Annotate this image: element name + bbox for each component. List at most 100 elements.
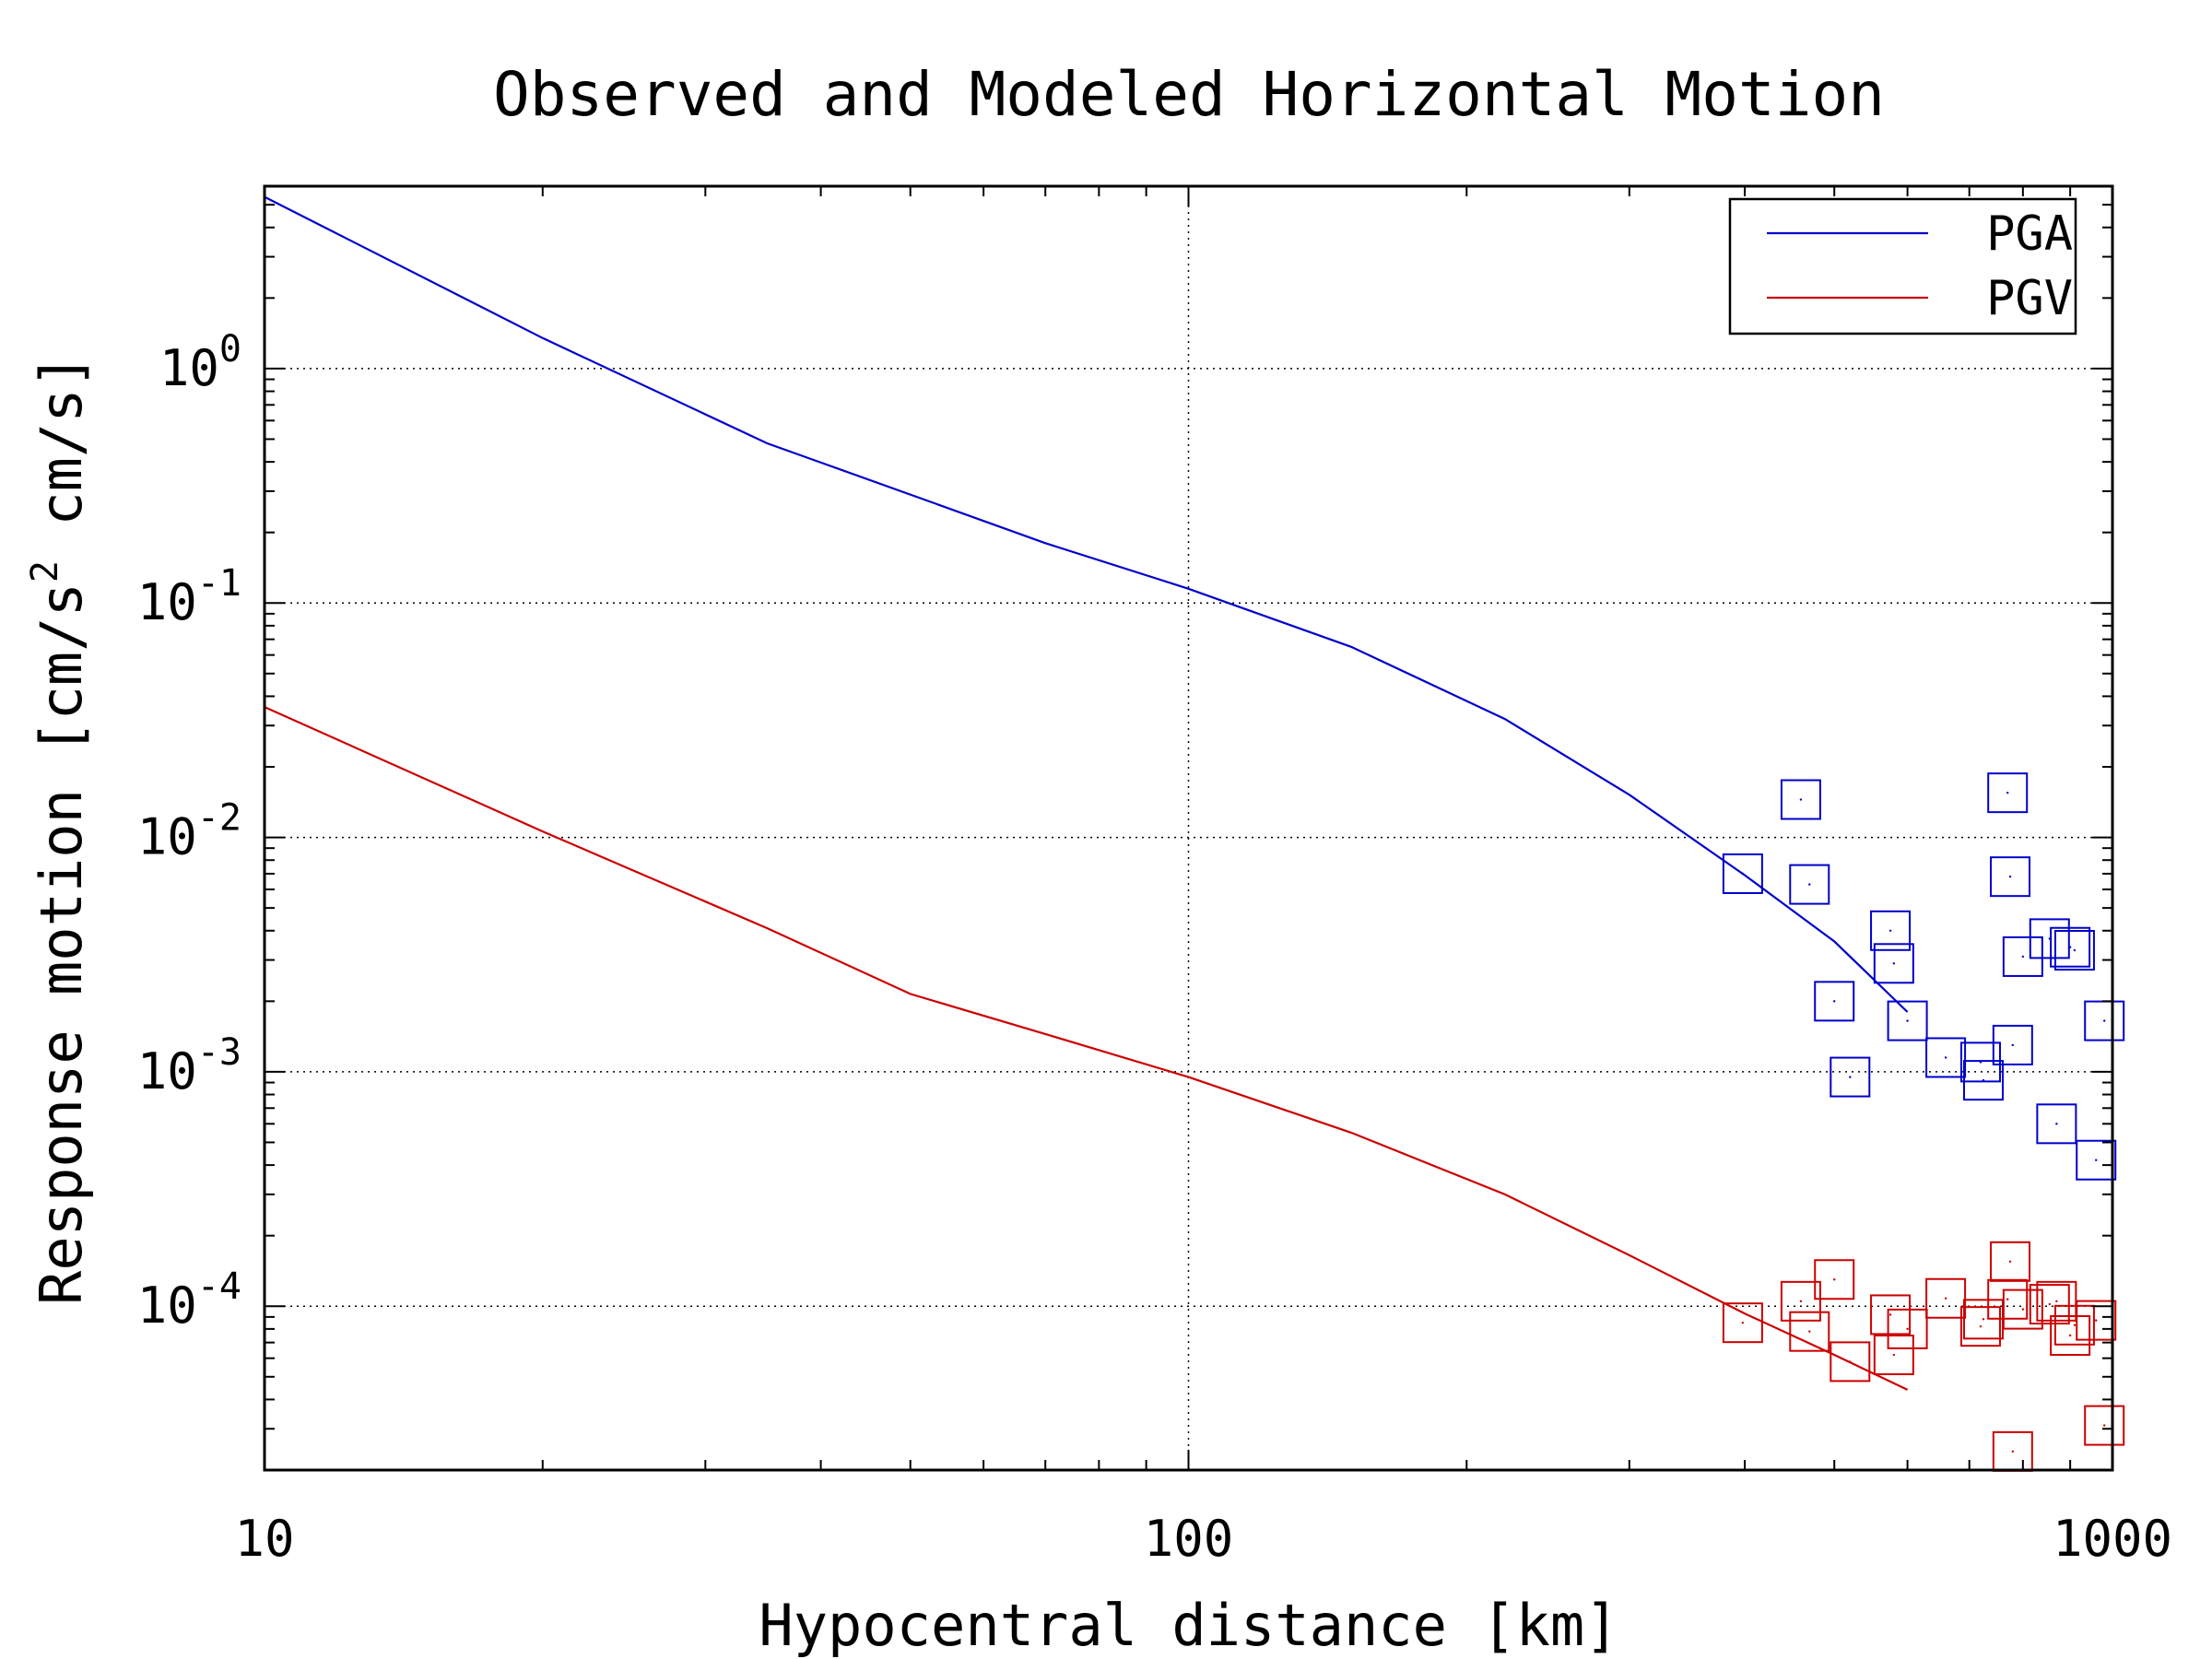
pgv-observed-marker xyxy=(1959,1306,2001,1347)
y-tick-label: 10-2 xyxy=(137,797,241,866)
pga-observed-point xyxy=(1888,929,1892,932)
x-tick-label: 1000 xyxy=(2053,1510,2172,1568)
pga-observed-point xyxy=(1982,1078,1985,1082)
pga-observed-marker xyxy=(1992,1024,2033,1065)
pga-observed-point xyxy=(2095,1159,2098,1161)
pgv-observed-marker xyxy=(1887,1308,1928,1349)
pga-observed-point xyxy=(2073,948,2077,952)
pga-observed-marker xyxy=(1780,779,1821,820)
pgv-observed-marker xyxy=(1990,1241,2031,1282)
y-tick-base: 10 xyxy=(137,808,197,866)
pgv-observed-marker xyxy=(2053,1304,2095,1346)
pgv-observed-marker xyxy=(1987,1278,2029,1320)
pgv-observed-marker xyxy=(2002,1288,2043,1330)
pgv-observed-point xyxy=(1799,1300,1803,1303)
pga-observed-point xyxy=(2006,791,2009,794)
pgv-observed-point xyxy=(1849,1360,1852,1363)
y-tick-base: 10 xyxy=(159,339,219,397)
pga-observed-point xyxy=(1741,872,1745,876)
y-tick-base: 10 xyxy=(137,1277,197,1335)
observed-markers xyxy=(1722,772,2125,1472)
pgv-observed-marker xyxy=(2076,1300,2117,1341)
pgv-observed-point xyxy=(2008,1260,2012,1264)
y-tick-label: 10-3 xyxy=(137,1031,241,1100)
pgv-observed-marker xyxy=(1873,1335,1914,1376)
y-tick-exponent: -1 xyxy=(197,562,241,605)
pgv-observed-marker xyxy=(1830,1341,1871,1382)
pga-observed-marker xyxy=(1873,943,1914,984)
x-tick-label: 10 xyxy=(234,1510,294,1568)
pga-observed-marker xyxy=(1870,910,1912,951)
pga-observed-marker xyxy=(1987,772,2029,814)
pga-observed-marker xyxy=(1962,1060,2004,1101)
pga-observed-marker xyxy=(1722,853,1763,894)
pgv-observed-marker xyxy=(1780,1280,1821,1322)
pga-observed-point xyxy=(1849,1076,1852,1078)
pga-observed-marker xyxy=(2002,935,2043,977)
x-tick-label: 100 xyxy=(1144,1510,1234,1568)
chart-title: Observed and Modeled Horizontal Motion xyxy=(493,59,1885,130)
pgv-observed-point xyxy=(1906,1327,1909,1331)
y-axis-label-main: Response motion [cm/s xyxy=(28,582,95,1305)
series-line-pga xyxy=(264,195,1909,1013)
y-tick-exponent: -4 xyxy=(197,1265,241,1308)
pga-observed-point xyxy=(2055,1123,2058,1125)
pgv-observed-point xyxy=(1808,1330,1811,1333)
x-axis-label: Hypocentral distance [km] xyxy=(759,1592,1618,1659)
pgv-observed-marker xyxy=(1789,1311,1830,1352)
y-axis-label-unit: cm/s] xyxy=(28,354,95,560)
pga-observed-marker xyxy=(1789,864,1830,905)
pga-observed-marker xyxy=(2036,1103,2077,1145)
pgv-observed-point xyxy=(1833,1278,1836,1281)
legend-label-pga: PGA xyxy=(1986,206,2073,262)
pga-observed-marker xyxy=(1990,856,2031,898)
pgv-observed-point xyxy=(2068,1334,2072,1337)
pgv-observed-point xyxy=(2055,1300,2058,1303)
y-axis-label-superscript: 2 xyxy=(24,560,66,582)
pga-observed-marker xyxy=(2053,930,2095,971)
pga-observed-point xyxy=(1799,798,1803,801)
y-tick-label: 10-4 xyxy=(137,1265,241,1335)
pgv-observed-point xyxy=(2006,1298,2009,1300)
pga-observed-point xyxy=(2021,955,2025,959)
pgv-observed-marker xyxy=(1814,1259,1855,1300)
grid-lines xyxy=(265,186,2112,1470)
pgv-observed-point xyxy=(2048,1302,2051,1306)
pga-observed-marker xyxy=(1830,1056,1871,1098)
pgv-observed-marker xyxy=(1925,1277,1967,1319)
pgv-observed-marker xyxy=(1722,1302,1763,1344)
legend-box xyxy=(1728,197,2077,335)
y-tick-base: 10 xyxy=(137,573,197,631)
pgv-observed-marker xyxy=(1870,1294,1912,1335)
pga-observed-point xyxy=(1833,1000,1836,1003)
pga-observed-point xyxy=(2103,1019,2106,1022)
y-axis-label: Response motion [cm/s2 cm/s] xyxy=(24,354,95,1305)
pgv-observed-point xyxy=(1982,1318,1985,1321)
pgv-observed-marker xyxy=(2029,1284,2070,1325)
pga-observed-point xyxy=(1892,962,1896,965)
chart-legend: PGA PGV xyxy=(1728,197,2077,335)
pgv-observed-point xyxy=(1944,1297,1947,1300)
pga-observed-point xyxy=(1808,883,1811,886)
pga-observed-point xyxy=(2011,1043,2015,1047)
pgv-observed-point xyxy=(1888,1313,1892,1316)
legend-label-pgv: PGV xyxy=(1986,271,2073,326)
pga-observed-marker xyxy=(1814,981,1855,1022)
pgv-observed-marker xyxy=(2050,1315,2091,1357)
pga-observed-marker xyxy=(1887,1000,1928,1041)
y-tick-base: 10 xyxy=(137,1042,197,1100)
y-tick-exponent: -2 xyxy=(197,797,241,840)
pgv-observed-point xyxy=(2021,1308,2025,1311)
x-tick-labels: 10 100 1000 xyxy=(234,1510,2172,1568)
pga-observed-point xyxy=(1944,1056,1947,1059)
pgv-observed-point xyxy=(2095,1319,2098,1322)
pga-observed-point xyxy=(1906,1019,1909,1022)
pga-observed-marker xyxy=(2050,926,2091,968)
pgv-observed-point xyxy=(1741,1321,1745,1324)
y-tick-label: 10-1 xyxy=(137,562,241,631)
y-tick-exponent: 0 xyxy=(219,328,241,371)
pgv-observed-point xyxy=(2103,1424,2106,1427)
pgv-observed-marker xyxy=(2084,1405,2125,1446)
